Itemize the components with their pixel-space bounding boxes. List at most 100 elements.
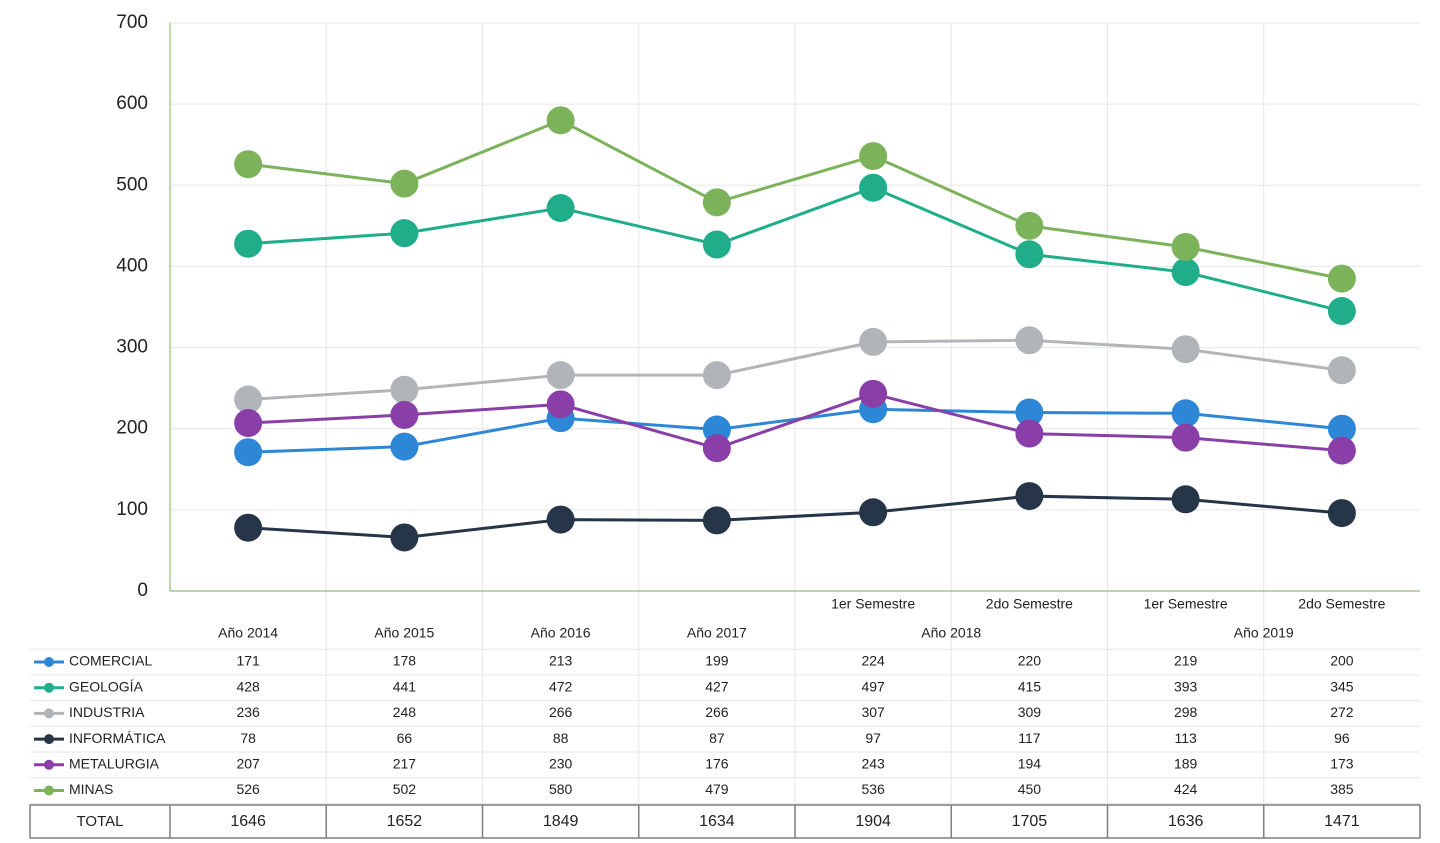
- table-cell: 479: [705, 781, 729, 797]
- point: [1327, 356, 1356, 385]
- table-cell: 243: [861, 756, 885, 772]
- table-cell: 230: [549, 756, 573, 772]
- point: [390, 375, 419, 404]
- point: [859, 379, 888, 408]
- point: [546, 194, 575, 223]
- legend-label: METALURGIA: [69, 756, 160, 772]
- y-tick-label: 600: [116, 93, 148, 114]
- total-label: TOTAL: [77, 813, 124, 830]
- point: [1015, 240, 1044, 269]
- total-row-box: [29, 804, 1421, 839]
- total-cell: 1634: [699, 813, 735, 830]
- point: [546, 390, 575, 419]
- table-cell: 272: [1330, 704, 1354, 720]
- point: [1171, 399, 1200, 428]
- point: [1171, 232, 1200, 261]
- series-line: [248, 186, 1343, 313]
- table-cell: 428: [236, 678, 260, 694]
- point: [390, 523, 419, 552]
- total-cell: 1646: [230, 813, 266, 830]
- table-cell: 217: [393, 756, 417, 772]
- table-cell: 207: [236, 756, 260, 772]
- total-cell: 1904: [855, 813, 891, 830]
- series-line: [248, 392, 1342, 453]
- point: [1171, 485, 1200, 514]
- x-group-label: Año 2018: [921, 625, 981, 641]
- table-cell: 248: [393, 704, 417, 720]
- point: [234, 513, 263, 542]
- table-cell: 200: [1330, 653, 1354, 669]
- legend-icon-dot: [44, 785, 54, 796]
- table-cell: 526: [236, 781, 260, 797]
- table-cell: 194: [1018, 756, 1042, 772]
- point: [1327, 436, 1356, 465]
- table-cell: 441: [393, 678, 417, 694]
- table-cell: 113: [1174, 730, 1197, 746]
- total-cell: 1652: [387, 813, 423, 830]
- legend-label: GEOLOGÍA: [69, 678, 144, 694]
- point: [390, 432, 419, 461]
- point: [234, 409, 263, 438]
- legend-label: INDUSTRIA: [69, 704, 145, 720]
- table-cell: 450: [1018, 781, 1042, 797]
- point: [1327, 264, 1356, 293]
- total-cell: 1471: [1324, 813, 1360, 830]
- table-cell: 87: [709, 730, 725, 746]
- x-tick-label: Año 2014: [218, 625, 278, 641]
- total-cell: 1636: [1168, 813, 1204, 830]
- table-cell: 220: [1018, 653, 1042, 669]
- point: [859, 498, 888, 527]
- point: [1171, 335, 1200, 364]
- table-cell: 219: [1174, 653, 1198, 669]
- point: [546, 361, 575, 390]
- series-line: [248, 338, 1343, 401]
- point: [390, 400, 419, 429]
- table-cell: 345: [1330, 678, 1354, 694]
- table-cell: 385: [1330, 781, 1354, 797]
- total-cell: 1705: [1012, 813, 1048, 830]
- table-cell: 393: [1174, 678, 1198, 694]
- table-cell: 415: [1018, 678, 1042, 694]
- legend-icon-dot: [44, 759, 54, 770]
- x-tick-label: 2do Semestre: [986, 596, 1073, 612]
- legend-label: COMERCIAL: [69, 653, 152, 669]
- table-cell: 224: [861, 653, 885, 669]
- legend-label: INFORMÁTICA: [69, 730, 166, 746]
- point: [234, 150, 263, 179]
- table-cell: 88: [553, 730, 569, 746]
- y-tick-label: 700: [116, 12, 148, 33]
- table-cell: 298: [1174, 704, 1198, 720]
- table-cell: 266: [549, 704, 573, 720]
- point: [702, 361, 731, 390]
- y-tick-label: 200: [116, 418, 148, 439]
- table-cell: 266: [705, 704, 729, 720]
- x-tick-label: Año 2016: [531, 625, 591, 641]
- point: [1327, 499, 1356, 528]
- table-cell: 580: [549, 781, 573, 797]
- total-cell: 1849: [543, 813, 579, 830]
- point: [1171, 423, 1200, 452]
- point: [1327, 414, 1356, 443]
- table-cell: 497: [861, 678, 885, 694]
- point: [1015, 398, 1044, 427]
- point: [546, 106, 575, 135]
- series-line: [247, 118, 1343, 281]
- legend-icon-dot: [44, 734, 54, 745]
- point: [859, 142, 888, 171]
- table-cell: 97: [865, 730, 881, 746]
- table-cell: 199: [705, 653, 729, 669]
- point: [234, 229, 263, 258]
- point: [1327, 297, 1356, 326]
- point: [1015, 419, 1044, 448]
- table-cell: 66: [397, 730, 413, 746]
- table-cell: 307: [861, 704, 885, 720]
- point: [234, 385, 263, 414]
- point: [859, 327, 888, 356]
- point: [390, 219, 419, 248]
- table-cell: 173: [1330, 756, 1354, 772]
- x-tick-label: Año 2015: [374, 625, 434, 641]
- legend-icon-dot: [44, 708, 54, 719]
- y-tick-label: 100: [116, 499, 148, 520]
- point: [546, 505, 575, 534]
